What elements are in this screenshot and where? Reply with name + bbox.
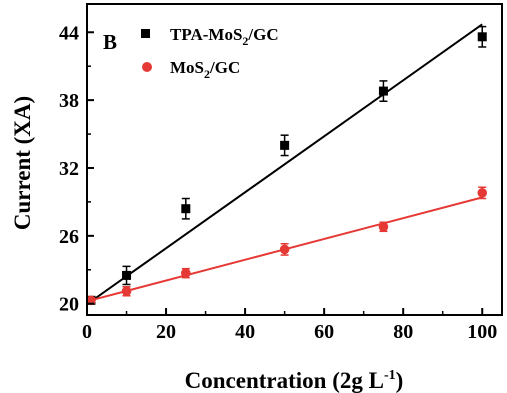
x-tick-label: 20 bbox=[156, 321, 176, 343]
legend-label-mos2: MoS2/GC bbox=[170, 58, 240, 81]
panel-label: B bbox=[103, 30, 117, 54]
data-point bbox=[122, 286, 132, 296]
data-point bbox=[181, 268, 191, 278]
data-point bbox=[478, 32, 487, 41]
x-tick-label: 40 bbox=[235, 321, 255, 343]
y-tick-label: 44 bbox=[59, 22, 79, 44]
x-tick-label: 100 bbox=[467, 321, 497, 343]
data-point bbox=[122, 271, 131, 280]
y-tick-label: 32 bbox=[59, 158, 79, 180]
plot-frame bbox=[87, 4, 502, 315]
x-tick-label: 80 bbox=[393, 321, 413, 343]
y-tick-label: 26 bbox=[59, 226, 79, 248]
data-point bbox=[379, 87, 388, 96]
data-point bbox=[280, 245, 290, 255]
data-point bbox=[477, 188, 487, 198]
x-tick-label: 60 bbox=[314, 321, 334, 343]
legend: TPA-MoS2/GC MoS2/GC bbox=[141, 25, 279, 81]
data-point bbox=[181, 204, 190, 213]
x-tick-label: 0 bbox=[82, 321, 92, 343]
legend-marker-mos2 bbox=[142, 62, 152, 72]
x-axis-title: Concentration (2g L-1) bbox=[185, 368, 404, 393]
series-1 bbox=[86, 187, 487, 305]
data-point bbox=[379, 222, 389, 232]
legend-marker-tpa-mos2 bbox=[141, 29, 150, 38]
y-tick-label: 38 bbox=[59, 90, 79, 112]
legend-label-tpa-mos2: TPA-MoS2/GC bbox=[170, 25, 279, 48]
data-point bbox=[280, 141, 289, 150]
y-axis-title: Current (XA) bbox=[10, 96, 35, 230]
y-tick-label: 20 bbox=[59, 294, 79, 316]
